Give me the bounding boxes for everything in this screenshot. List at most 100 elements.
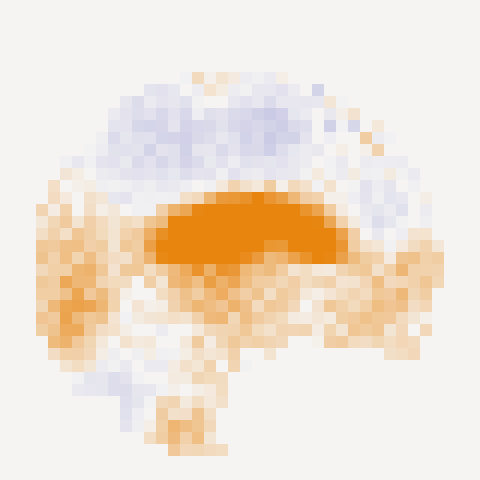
map-cell (72, 228, 84, 240)
map-cell (156, 360, 168, 372)
map-cell (264, 84, 276, 96)
map-cell (372, 240, 384, 252)
map-cell (408, 180, 420, 192)
map-cell (48, 324, 60, 336)
map-cell (60, 228, 72, 240)
map-cell (144, 96, 156, 108)
map-cell (216, 132, 228, 144)
map-cell (144, 348, 156, 360)
map-cell (264, 324, 276, 336)
map-cell (360, 312, 372, 324)
map-cell (132, 156, 144, 168)
map-cell (204, 156, 216, 168)
map-cell (300, 312, 312, 324)
map-cell (132, 192, 144, 204)
map-cell (132, 168, 144, 180)
map-cell (312, 144, 324, 156)
map-cell (420, 216, 432, 228)
map-cell (84, 192, 96, 204)
map-cell (36, 204, 48, 216)
isolated-map-cell (360, 132, 372, 144)
map-cell (72, 360, 84, 372)
map-cell (144, 300, 156, 312)
map-cell (408, 228, 420, 240)
map-cell (108, 168, 120, 180)
map-cell (300, 168, 312, 180)
map-cell (36, 324, 48, 336)
map-cell (168, 264, 180, 276)
map-cell (264, 156, 276, 168)
map-cell (60, 288, 72, 300)
map-cell (240, 276, 252, 288)
map-cell (312, 336, 324, 348)
map-cell (204, 192, 216, 204)
map-cell (396, 324, 408, 336)
map-cell (192, 168, 204, 180)
map-cell (312, 204, 324, 216)
map-cell (276, 132, 288, 144)
map-cell (108, 276, 120, 288)
map-cell (192, 204, 204, 216)
map-cell (192, 408, 204, 420)
map-cell (360, 264, 372, 276)
map-cell (312, 168, 324, 180)
map-cell (168, 108, 180, 120)
map-cell (288, 168, 300, 180)
map-cell (240, 312, 252, 324)
map-cell (312, 300, 324, 312)
map-cell (288, 192, 300, 204)
map-cell (408, 264, 420, 276)
map-cell (276, 84, 288, 96)
map-cell (276, 240, 288, 252)
map-cell (360, 288, 372, 300)
map-cell (204, 228, 216, 240)
map-cell (264, 168, 276, 180)
map-cell (324, 216, 336, 228)
map-cell (120, 132, 132, 144)
map-cell (96, 312, 108, 324)
map-cell (228, 168, 240, 180)
map-cell (348, 192, 360, 204)
map-cell (252, 336, 264, 348)
map-cell (384, 324, 396, 336)
map-cell (132, 120, 144, 132)
map-cell (120, 264, 132, 276)
map-cell (228, 132, 240, 144)
map-cell (192, 72, 204, 84)
map-cell (192, 216, 204, 228)
map-cell (300, 132, 312, 144)
map-cell (144, 312, 156, 324)
map-cell (312, 180, 324, 192)
map-cell (144, 384, 156, 396)
map-cell (72, 180, 84, 192)
map-cell (348, 168, 360, 180)
map-cell (300, 180, 312, 192)
map-cell (192, 84, 204, 96)
map-cell (216, 204, 228, 216)
map-cell (180, 372, 192, 384)
map-cell (180, 240, 192, 252)
map-cell (192, 372, 204, 384)
map-cell (84, 384, 96, 396)
map-cell (396, 252, 408, 264)
map-cell (36, 216, 48, 228)
map-cell (372, 312, 384, 324)
map-cell (360, 240, 372, 252)
map-cell (180, 420, 192, 432)
map-cell (216, 120, 228, 132)
map-cell (84, 300, 96, 312)
map-cell (336, 216, 348, 228)
map-cell (300, 252, 312, 264)
map-cell (108, 372, 120, 384)
map-cell (240, 156, 252, 168)
map-cell (60, 156, 72, 168)
map-cell (216, 168, 228, 180)
map-cell (156, 312, 168, 324)
map-cell (372, 204, 384, 216)
map-cell (120, 216, 132, 228)
map-cell (120, 288, 132, 300)
map-cell (192, 444, 204, 456)
map-cell (192, 384, 204, 396)
map-cell (432, 252, 444, 264)
map-cell (336, 204, 348, 216)
